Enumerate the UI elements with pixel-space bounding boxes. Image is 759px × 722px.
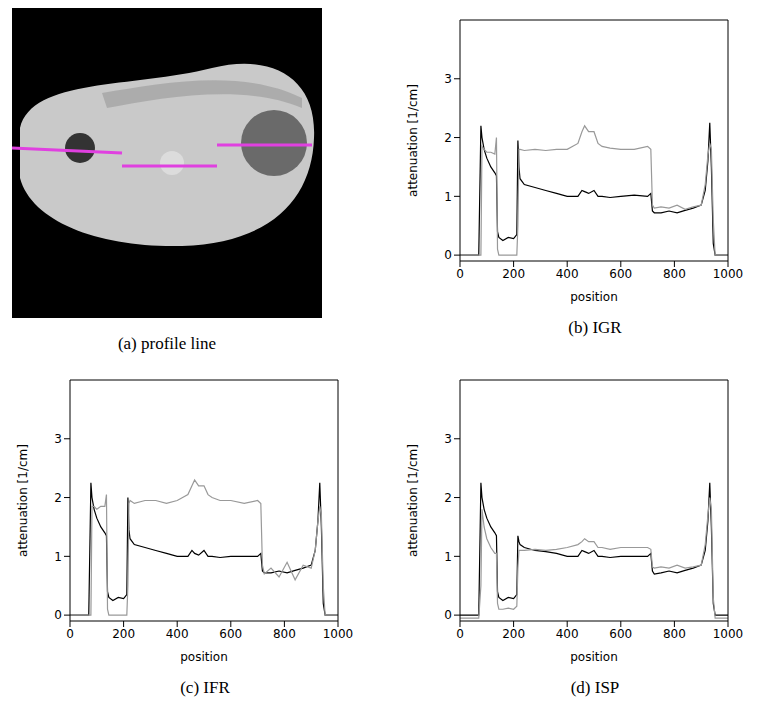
svg-text:3: 3 [444,72,452,86]
svg-text:400: 400 [166,627,189,641]
svg-text:2: 2 [54,491,62,505]
svg-text:200: 200 [502,627,525,641]
svg-text:400: 400 [556,627,579,641]
svg-text:800: 800 [663,627,686,641]
svg-text:0: 0 [456,627,464,641]
svg-text:3: 3 [444,432,452,446]
svg-text:0: 0 [66,627,74,641]
svg-text:position: position [180,650,228,664]
html-text:(d) ISP: (d) ISP [570,678,620,697]
svg-text:attenuation [1/cm]: attenuation [1/cm] [16,444,30,557]
svg-text:position: position [570,290,618,304]
svg-text:position: position [570,650,618,664]
svg-text:0: 0 [444,608,452,622]
svg-text:200: 200 [112,627,135,641]
svg-text:2: 2 [444,491,452,505]
svg-text:0: 0 [456,267,464,281]
html-text:(a) profile line: (a) profile line [117,334,217,353]
svg-text:2: 2 [444,131,452,145]
html-text:(b) IGR: (b) IGR [568,318,622,337]
svg-text:600: 600 [219,627,242,641]
svg-text:400: 400 [556,267,579,281]
svg-text:1000: 1000 [713,267,744,281]
svg-text:0: 0 [54,608,62,622]
svg-text:1000: 1000 [713,627,744,641]
svg-text:1: 1 [444,190,452,204]
svg-text:1: 1 [444,550,452,564]
svg-text:1000: 1000 [323,627,354,641]
svg-text:600: 600 [609,627,632,641]
svg-text:attenuation [1/cm]: attenuation [1/cm] [406,444,420,557]
html-text:(c) IFR: (c) IFR [180,678,230,697]
svg-text:600: 600 [609,267,632,281]
svg-text:200: 200 [502,267,525,281]
svg-text:1: 1 [54,550,62,564]
svg-text:3: 3 [54,432,62,446]
svg-text:800: 800 [273,627,296,641]
svg-text:0: 0 [444,248,452,262]
svg-text:attenuation [1/cm]: attenuation [1/cm] [406,84,420,197]
svg-text:800: 800 [663,267,686,281]
